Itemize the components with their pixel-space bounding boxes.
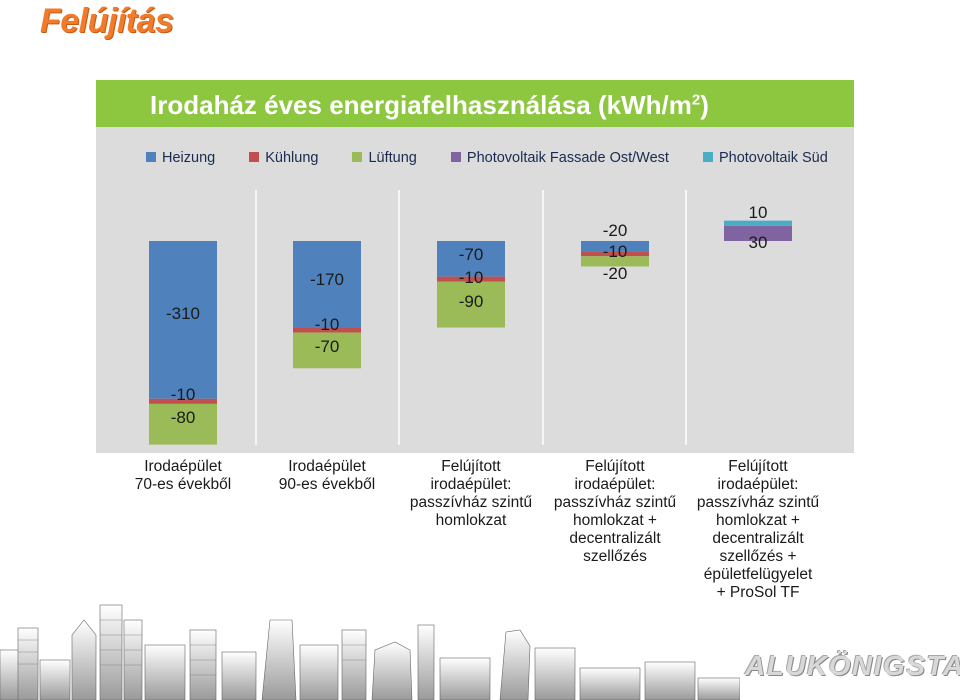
legend-label: Photovoltaik Süd — [718, 150, 828, 166]
data-label: -70 — [315, 337, 340, 356]
chart-title-text: Irodaház éves energiafelhasználása (kWh/… — [150, 90, 692, 120]
legend-swatch — [352, 152, 363, 162]
data-label: -310 — [166, 304, 200, 323]
bar-k-hlung — [149, 398, 217, 404]
legend-item-luftung: Lüftung — [352, 150, 417, 166]
data-label: 30 — [749, 233, 768, 252]
legend-item-pv-fassade: Photovoltaik Fassade Ost/West — [450, 150, 669, 166]
category-label: Felújított irodaépület: passzívház szint… — [696, 458, 820, 601]
data-label: -20 — [603, 221, 628, 240]
data-label: -20 — [603, 264, 628, 283]
legend-swatch — [702, 152, 713, 162]
legend-item-heizung: Heizung — [146, 150, 215, 166]
bar-heizung — [293, 241, 361, 328]
chart-legend: Heizung Kühlung Lüftung Photovoltaik Fas… — [146, 150, 858, 166]
chart-title-suffix: ) — [700, 90, 709, 120]
bar-heizung — [149, 241, 217, 399]
legend-item-pv-sud: Photovoltaik Süd — [702, 150, 828, 166]
bar-k-hlung — [437, 276, 505, 282]
city-skyline-image — [0, 604, 740, 700]
data-label: 10 — [749, 203, 768, 222]
category-label: Irodaépület 70-es évekből — [134, 458, 232, 493]
category-label: Irodaépület 90-es évekből — [278, 458, 376, 493]
data-label: -10 — [171, 385, 196, 404]
alukonigstahl-logo: ALUKÖNIGSTAHL — [745, 650, 960, 681]
category-label: Felújított irodaépület: passzívház szint… — [409, 458, 533, 529]
data-label: -80 — [171, 408, 196, 427]
data-label: -70 — [459, 245, 484, 264]
bar-l-ftung — [581, 256, 649, 267]
bar-l-ftung — [293, 332, 361, 369]
bar-l-ftung — [437, 281, 505, 328]
bar-photovoltaik-s-d — [724, 220, 792, 226]
legend-label: Heizung — [162, 150, 216, 166]
legend-label: Kühlung — [265, 150, 319, 166]
bar-photovoltaik-fassade-ost-west — [724, 225, 792, 241]
data-label: -10 — [603, 242, 628, 261]
chart-title: Irodaház éves energiafelhasználása (kWh/… — [150, 90, 709, 121]
page-title: Felújítás — [40, 2, 174, 40]
data-label: -170 — [310, 270, 344, 289]
data-label: -90 — [459, 292, 484, 311]
chart-header — [96, 80, 854, 127]
legend-label: Photovoltaik Fassade Ost/West — [466, 150, 669, 166]
legend-label: Lüftung — [368, 150, 417, 166]
bar-k-hlung — [581, 251, 649, 257]
data-label: -10 — [459, 268, 484, 287]
chart-title-superscript: 2 — [691, 91, 701, 109]
bar-heizung — [437, 241, 505, 277]
bar-l-ftung — [149, 403, 217, 445]
bar-heizung — [581, 241, 649, 252]
legend-swatch — [249, 152, 260, 162]
legend-swatch — [450, 152, 461, 162]
legend-item-kuhlung: Kühlung — [249, 150, 318, 166]
legend-swatch — [146, 152, 156, 162]
bar-k-hlung — [293, 327, 361, 333]
data-label: -10 — [315, 315, 340, 334]
category-label: Felújított irodaépület: passzívház szint… — [553, 458, 677, 565]
